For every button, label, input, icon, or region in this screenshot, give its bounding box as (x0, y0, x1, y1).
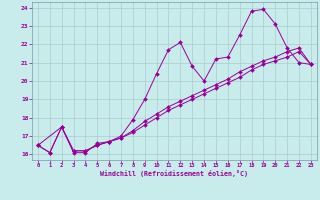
X-axis label: Windchill (Refroidissement éolien,°C): Windchill (Refroidissement éolien,°C) (100, 170, 248, 177)
